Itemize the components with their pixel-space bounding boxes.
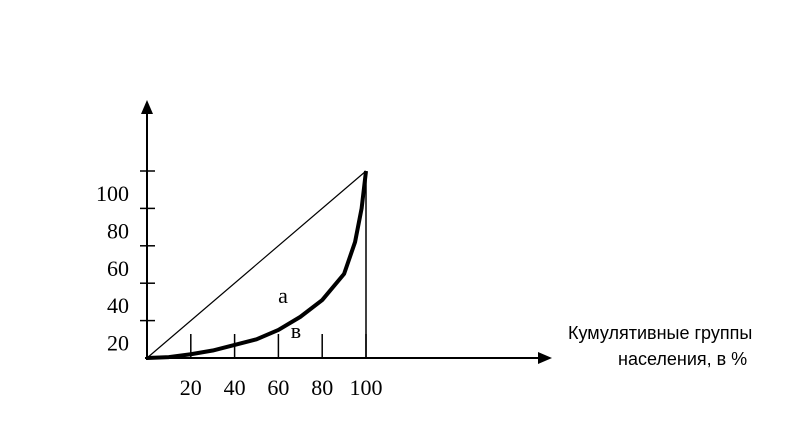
- x-arrow: [538, 352, 552, 364]
- x-tick-label: 40: [224, 375, 246, 400]
- y-tick-label: 40: [107, 293, 129, 318]
- x-axis-label: населения, в %: [618, 349, 747, 369]
- x-tick-label: 60: [267, 375, 289, 400]
- x-axis-label: Кумулятивные группы: [568, 323, 752, 343]
- y-arrow: [141, 100, 153, 114]
- y-tick-label: 100: [96, 181, 129, 206]
- y-tick-label: 20: [107, 331, 129, 356]
- x-tick-label: 80: [311, 375, 333, 400]
- annotation: а: [278, 283, 288, 308]
- x-tick-label: 20: [180, 375, 202, 400]
- x-tick-label: 100: [350, 375, 383, 400]
- series-line: [146, 170, 368, 360]
- y-tick-label: 80: [107, 218, 129, 243]
- y-tick-label: 60: [107, 256, 129, 281]
- annotation: в: [291, 318, 301, 343]
- series-line: [146, 170, 367, 359]
